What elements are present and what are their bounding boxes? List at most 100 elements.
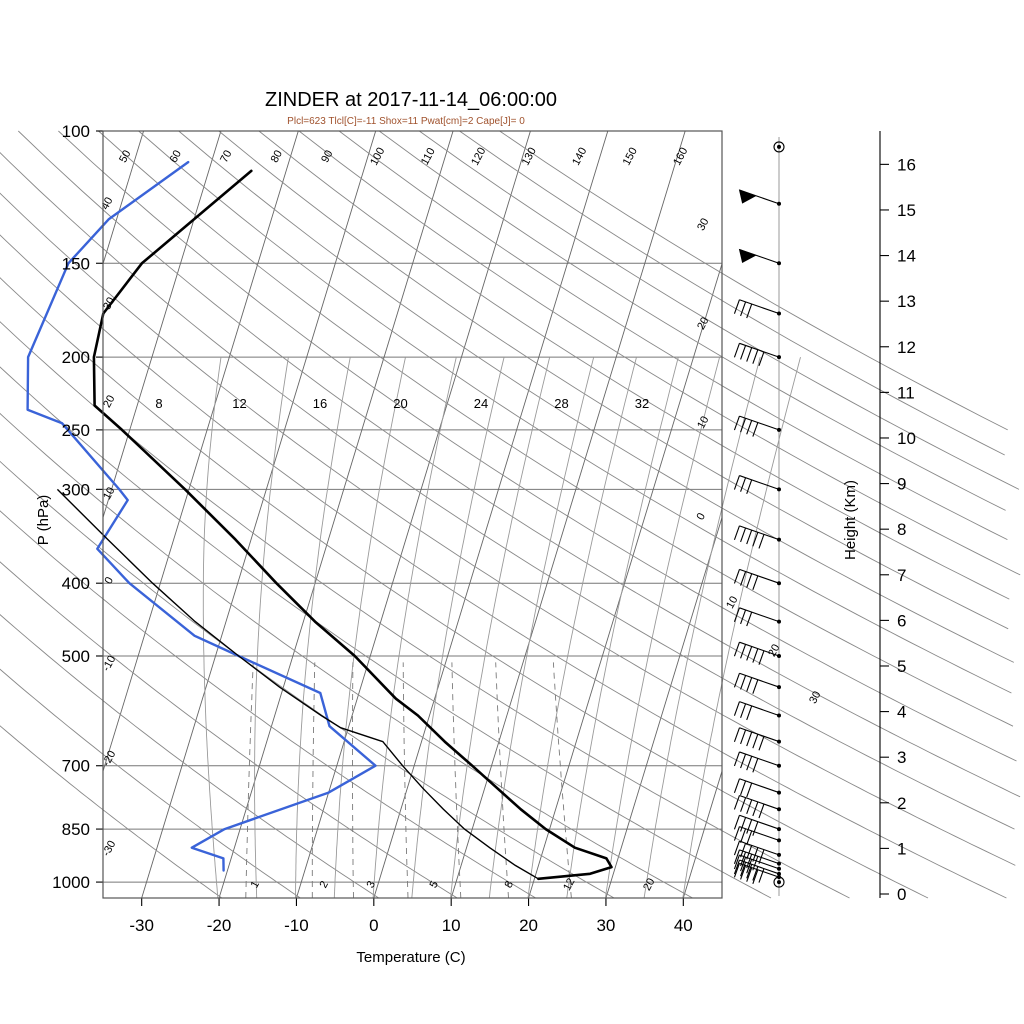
y-axis-title-pressure: P (hPa) bbox=[35, 495, 52, 546]
stability-indices-subtitle: Plcl=623 Tlcl[C]=-11 Shox=11 Pwat[cm]=2 … bbox=[287, 116, 525, 127]
x-axis-title: Temperature (C) bbox=[356, 949, 465, 966]
wind-barb-flag bbox=[752, 758, 759, 773]
wind-barb bbox=[733, 794, 781, 819]
mixing-ratio-label: 20 bbox=[641, 876, 657, 892]
wind-barb-shaft bbox=[739, 525, 780, 541]
dry-adiabat-line bbox=[98, 130, 1014, 727]
pressure-tick-label: 400 bbox=[62, 574, 90, 593]
dry-adiabat-line bbox=[17, 130, 1021, 798]
wind-barb-flag bbox=[733, 343, 740, 358]
isotherm-line bbox=[373, 130, 609, 899]
isotherm-edge-label: 0 bbox=[695, 511, 708, 522]
dry-adiabat-line bbox=[58, 130, 1017, 762]
moist-adiabat-line bbox=[450, 356, 551, 899]
wind-barb bbox=[733, 826, 781, 846]
wind-barb-flag bbox=[733, 849, 740, 865]
wind-barb-flag bbox=[733, 673, 740, 688]
pressure-tick-label: 250 bbox=[62, 421, 90, 440]
wind-barb-flag bbox=[746, 845, 753, 860]
wind-barb-flag bbox=[733, 840, 740, 856]
dry-adiabat-line bbox=[419, 130, 1020, 490]
wind-barb-flag bbox=[752, 349, 759, 364]
wind-barb-flag bbox=[733, 795, 740, 810]
dry-adiabat-line bbox=[0, 725, 223, 899]
wind-barb-shaft bbox=[739, 568, 780, 584]
isotherm-label: 12 bbox=[232, 396, 246, 411]
pressure-tick-label: 500 bbox=[62, 647, 90, 666]
wind-barb-flag bbox=[752, 532, 759, 547]
wind-barb-shaft bbox=[739, 641, 780, 657]
height-tick-label: 15 bbox=[897, 201, 916, 220]
height-tick-label: 13 bbox=[897, 292, 916, 311]
wind-barb bbox=[733, 701, 781, 721]
isotherm-edge-label: 10 bbox=[695, 414, 711, 430]
isotherm-edge-label: 0 bbox=[103, 575, 116, 586]
wind-barb-flag bbox=[733, 415, 740, 431]
dry-adiabat-line bbox=[0, 277, 929, 899]
mixing-ratio-label: 2 bbox=[318, 879, 331, 890]
wind-barb-flag bbox=[746, 756, 753, 771]
wind-barb-flag bbox=[746, 303, 753, 319]
temperature-tick-label: 30 bbox=[596, 916, 615, 935]
dry-adiabat-line bbox=[0, 192, 1016, 866]
wind-barb-flag bbox=[758, 351, 765, 367]
height-tick-label: 6 bbox=[897, 611, 906, 630]
profile-layer bbox=[26, 160, 613, 881]
pressure-tick-label: 200 bbox=[62, 348, 90, 367]
wind-barb-pennant bbox=[738, 189, 757, 204]
wind-barb-shaft bbox=[739, 826, 780, 841]
wind-barb-flag bbox=[740, 301, 747, 317]
height-tick-label: 11 bbox=[897, 383, 915, 402]
dry-adiabat-line bbox=[499, 130, 1008, 431]
dry-adiabat-label: 80 bbox=[269, 148, 285, 164]
wind-barb-flag bbox=[740, 418, 747, 433]
wind-barb-flag bbox=[746, 646, 753, 661]
wind-barb-flag bbox=[752, 575, 759, 591]
wind-barb bbox=[733, 814, 781, 836]
temperature-tick-label: 20 bbox=[519, 916, 538, 935]
wind-barb-pennant bbox=[738, 248, 757, 264]
isotherm-line bbox=[682, 771, 723, 899]
wind-barb-flag bbox=[740, 780, 747, 796]
wind-barb-flag bbox=[746, 830, 753, 846]
wind-barb-flag bbox=[746, 529, 753, 545]
temperature-tick-label: -30 bbox=[129, 916, 154, 935]
isotherm-label: 24 bbox=[474, 396, 488, 411]
height-tick-label: 12 bbox=[897, 338, 916, 357]
page-title: ZINDER at 2017-11-14_06:00:00 bbox=[265, 89, 557, 111]
pressure-tick-label: 700 bbox=[62, 757, 90, 776]
dewpoint-profile-curve bbox=[26, 160, 377, 872]
wind-barb-flag bbox=[752, 733, 759, 749]
wind-barb-flag bbox=[740, 729, 747, 745]
mixing-ratio-label: 12 bbox=[561, 876, 577, 892]
wind-barb-flag bbox=[733, 815, 740, 830]
wind-barb bbox=[733, 641, 781, 665]
wind-barb-flag bbox=[733, 525, 740, 541]
isotherm-edge-label: 20 bbox=[695, 315, 711, 331]
wind-barb-flag bbox=[733, 569, 740, 584]
wind-barb-flag bbox=[758, 849, 765, 864]
moist-adiabat-line bbox=[202, 357, 222, 899]
height-tick-label: 1 bbox=[897, 839, 906, 858]
wind-barb-shaft bbox=[739, 859, 780, 875]
wind-barb bbox=[733, 727, 781, 751]
wind-barb-flag bbox=[733, 863, 740, 878]
wind-barb-flag bbox=[733, 854, 740, 870]
wind-barb-shaft bbox=[739, 794, 780, 810]
moist-adiabat-line bbox=[254, 357, 289, 899]
wind-barb-flag bbox=[746, 705, 753, 721]
wind-barb-flag bbox=[740, 675, 747, 690]
wind-barb-flag bbox=[758, 868, 765, 883]
isotherm-label: 8 bbox=[155, 396, 162, 411]
pressure-tick-label: 100 bbox=[62, 122, 90, 141]
dry-adiabat-line bbox=[258, 130, 1010, 600]
wind-barb-flag bbox=[746, 819, 753, 834]
wind-barb-flag bbox=[733, 751, 740, 767]
wind-barb-flag bbox=[740, 865, 747, 880]
dry-adiabat-label: 60 bbox=[168, 148, 184, 164]
wind-barb-shaft bbox=[739, 415, 780, 431]
wind-barb-flag bbox=[746, 573, 753, 588]
dry-adiabat-line bbox=[0, 234, 1007, 899]
